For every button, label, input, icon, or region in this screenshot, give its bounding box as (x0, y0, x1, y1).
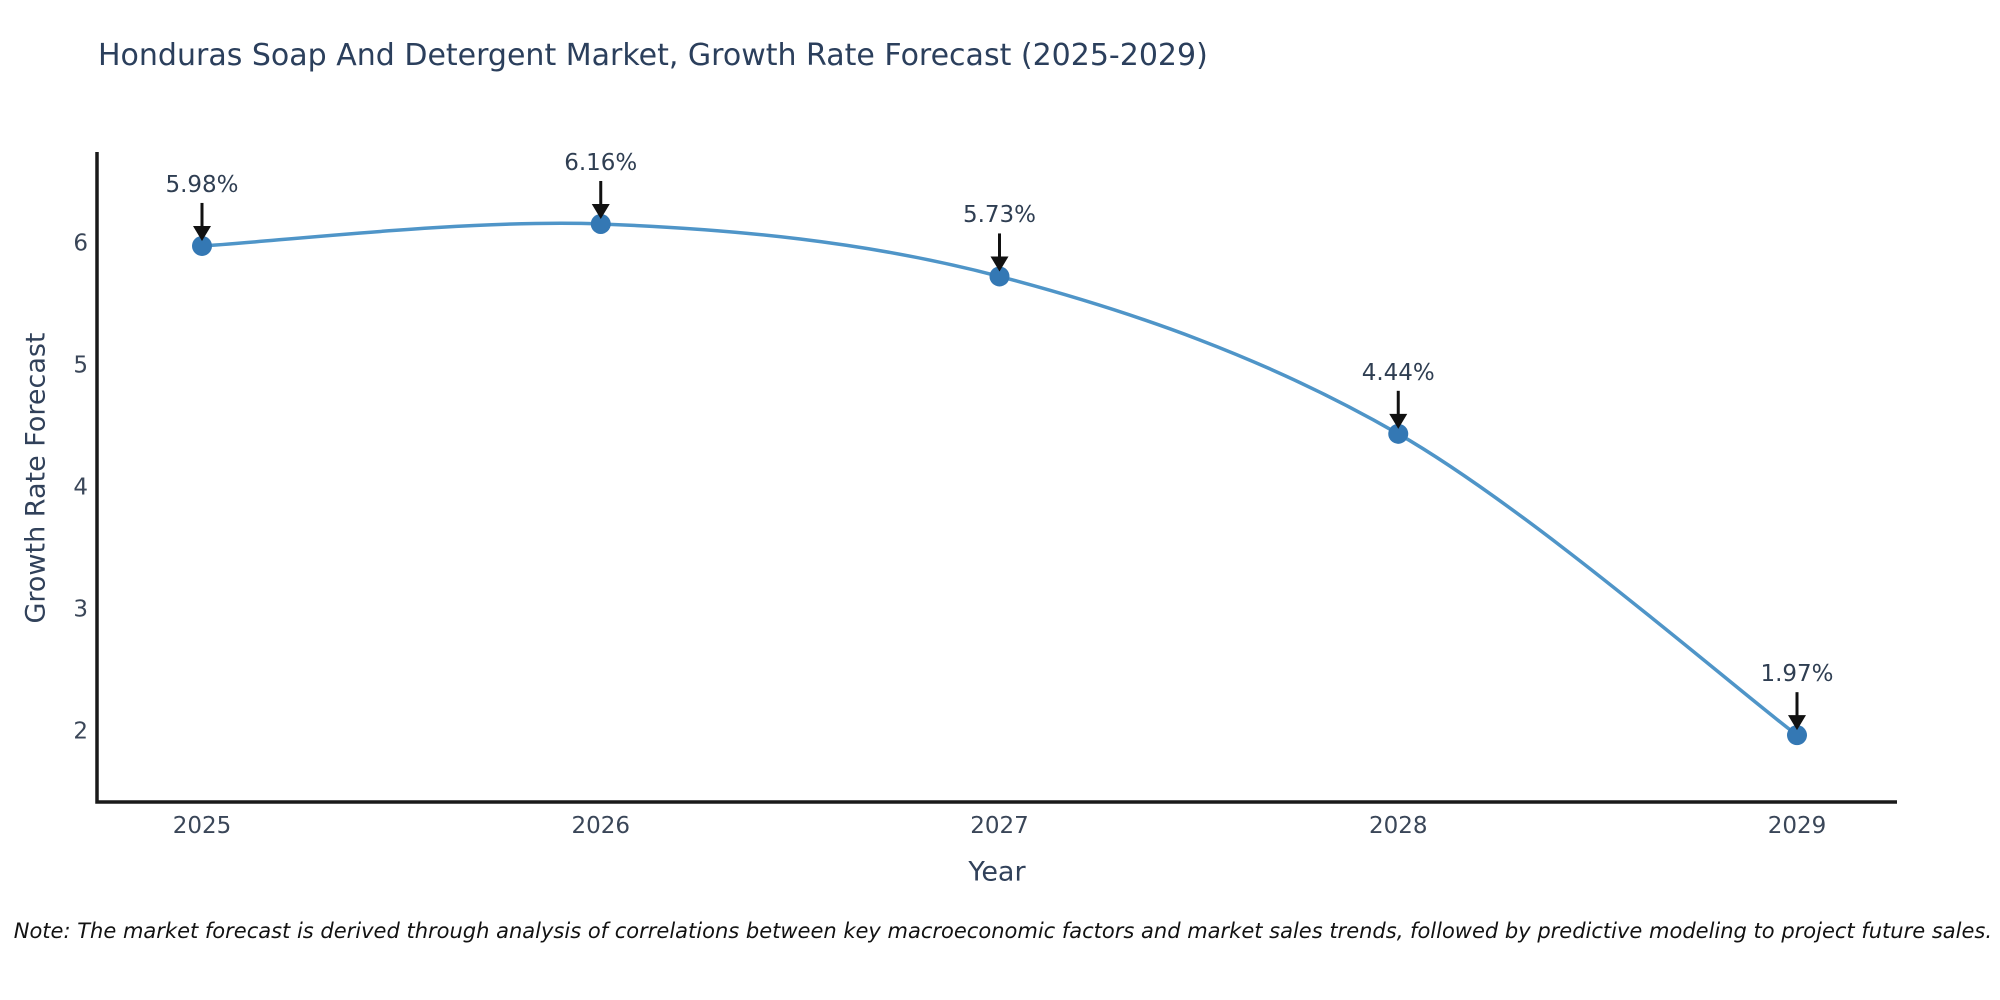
y-tick-label: 6 (73, 229, 88, 256)
chart-note: Note: The market forecast is derived thr… (13, 919, 1992, 943)
x-tick-label: 2025 (172, 813, 232, 839)
data-point (1787, 725, 1807, 746)
y-tick-label: 5 (73, 351, 88, 378)
data-point (590, 213, 611, 234)
x-tick-label: 2026 (571, 813, 631, 839)
x-tick-label: 2027 (970, 813, 1029, 839)
x-axis-title: Year (968, 856, 1026, 888)
data-point (989, 266, 1010, 287)
data-point (192, 235, 212, 256)
y-axis-title: Growth Rate Forecast (20, 332, 52, 624)
point-value-label: 5.73% (962, 202, 1037, 229)
axis-spines (95, 152, 1897, 804)
y-tick-label: 4 (73, 473, 88, 500)
x-tick-label: 2028 (1368, 813, 1428, 839)
point-value-label: 4.44% (1361, 359, 1435, 386)
y-tick-label: 3 (73, 595, 88, 622)
point-value-label: 6.16% (564, 149, 638, 176)
annotation-arrow-head (1788, 715, 1806, 731)
data-point (1388, 423, 1409, 444)
x-tick-label: 2029 (1767, 813, 1827, 839)
y-tick-label: 2 (73, 717, 88, 744)
annotation-arrow-head (193, 225, 211, 241)
chart-title: Honduras Soap And Detergent Market, Grow… (98, 38, 1208, 73)
point-value-label: 5.98% (165, 171, 239, 198)
trend-line (200, 221, 1799, 737)
annotation-arrow-head (990, 256, 1009, 272)
point-value-label: 1.97% (1760, 661, 1834, 688)
annotation-arrow-head (1389, 413, 1408, 429)
annotation-arrow-head (591, 203, 610, 219)
